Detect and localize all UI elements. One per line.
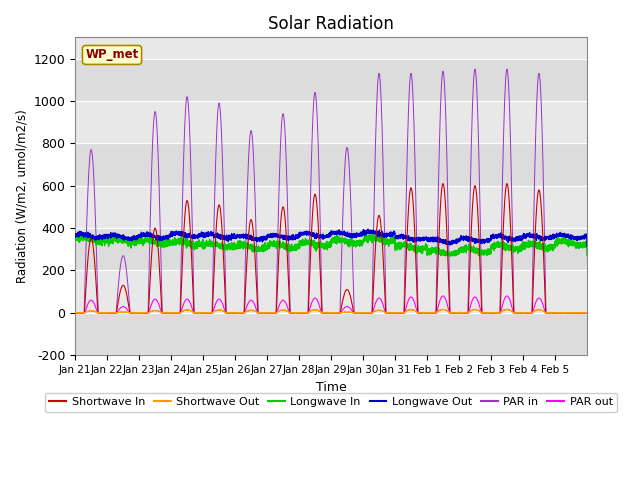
Bar	[75, 271, 587, 313]
Bar	[75, 228, 587, 271]
Text: WP_met: WP_met	[85, 48, 139, 61]
Bar	[75, 144, 587, 186]
Bar	[75, 59, 587, 101]
Y-axis label: Radiation (W/m2, umol/m2/s): Radiation (W/m2, umol/m2/s)	[15, 109, 28, 283]
Legend: Shortwave In, Shortwave Out, Longwave In, Longwave Out, PAR in, PAR out: Shortwave In, Shortwave Out, Longwave In…	[45, 393, 617, 412]
X-axis label: Time: Time	[316, 381, 346, 394]
Bar	[75, 101, 587, 144]
Bar	[75, 186, 587, 228]
Title: Solar Radiation: Solar Radiation	[268, 15, 394, 33]
Bar	[75, 313, 587, 355]
